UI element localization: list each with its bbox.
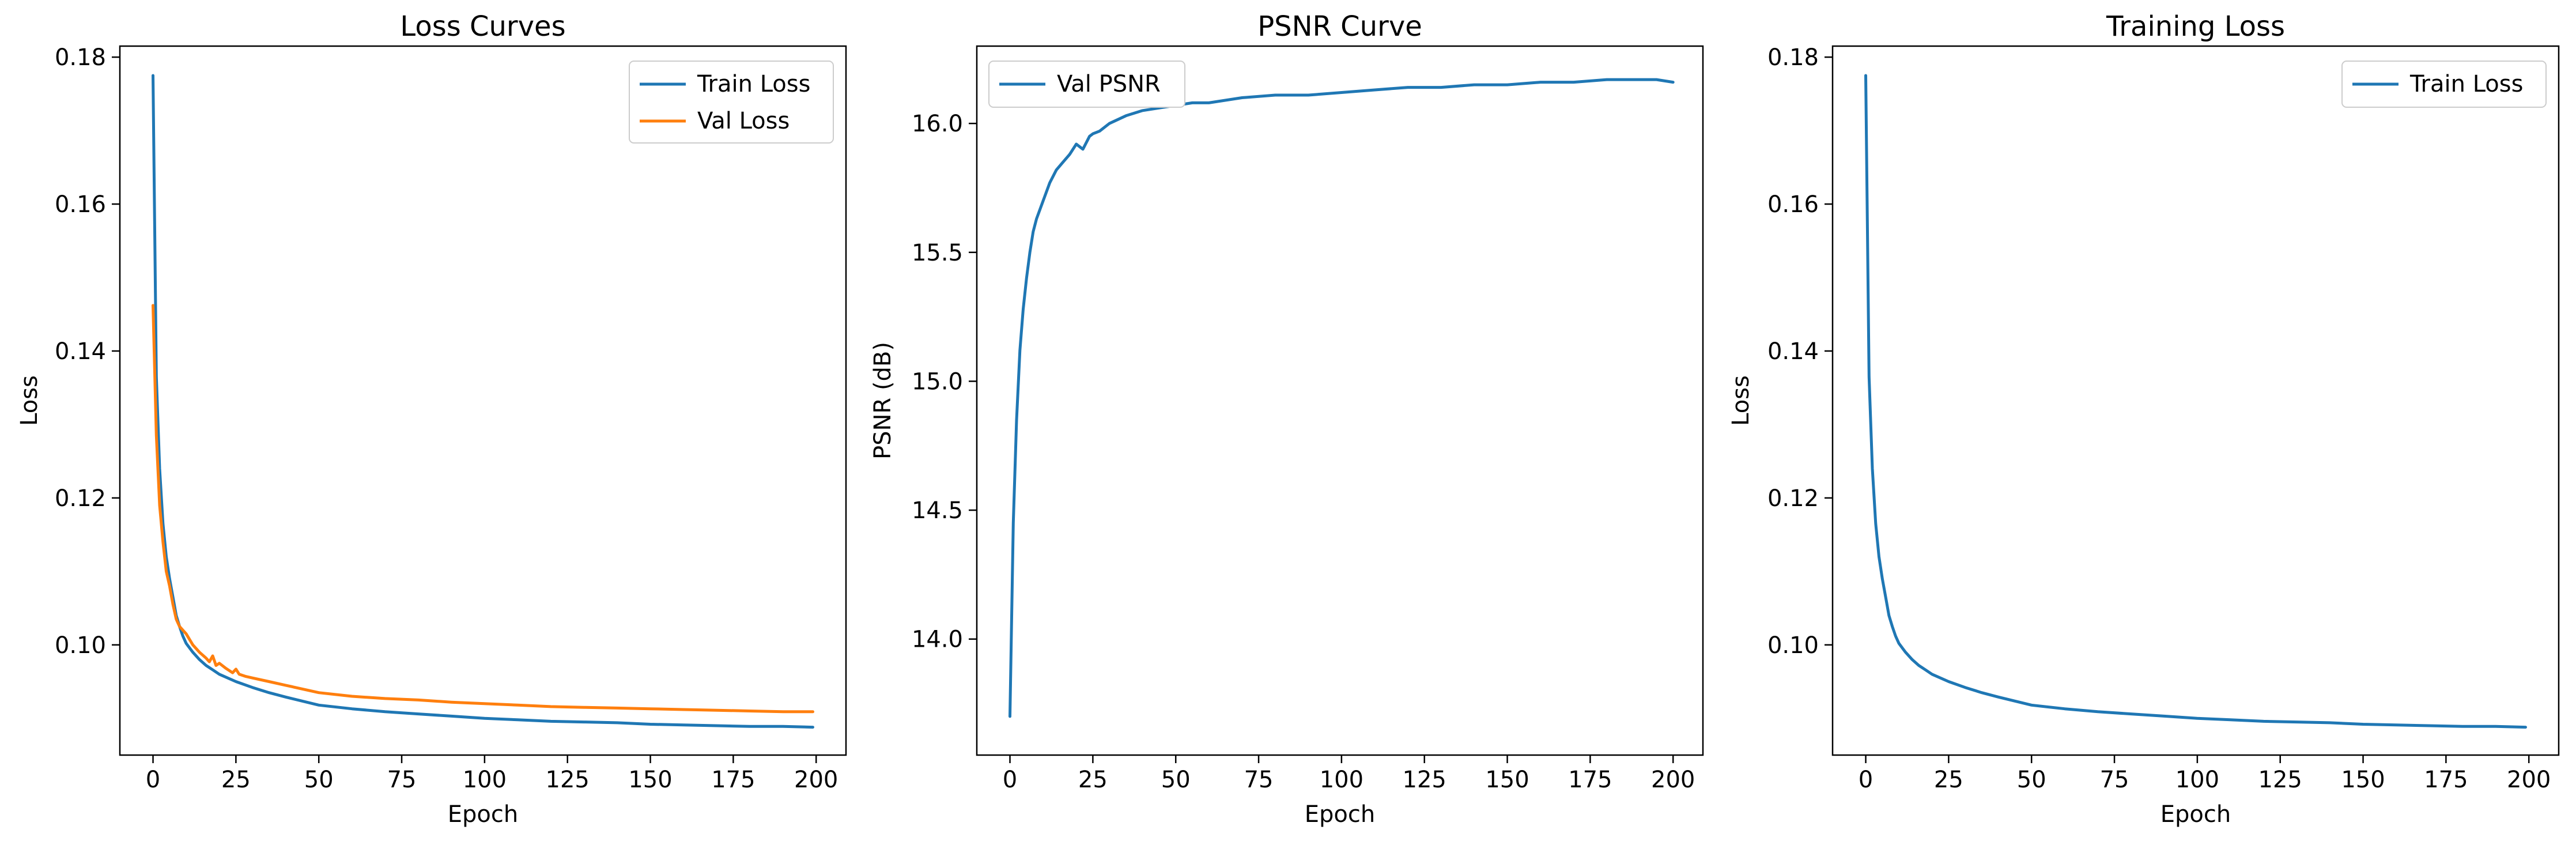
axes-frame	[976, 45, 1704, 756]
legend-label-train-loss: Train Loss	[2409, 71, 2523, 97]
x-tick-label: 0	[146, 767, 160, 793]
y-tick-label: 0.10	[1767, 632, 1819, 659]
x-tick-label: 175	[1568, 767, 1612, 793]
x-tick-label: 125	[1403, 767, 1446, 793]
x-tick-label: 150	[1485, 767, 1529, 793]
y-tick-label: 0.16	[1767, 191, 1819, 218]
x-tick-label: 175	[711, 767, 755, 793]
x-axis-label: Epoch	[448, 801, 518, 828]
legend-label-val-loss: Val Loss	[697, 108, 790, 134]
legend: Val PSNR	[988, 61, 1185, 108]
x-tick-label: 0	[1859, 767, 1873, 793]
series-line-val-loss	[152, 304, 814, 714]
y-tick-label: 0.14	[1767, 338, 1819, 365]
x-tick-label: 125	[546, 767, 590, 793]
panel-psnr-curve: PSNR Curve Epoch PSNR (dB) 0 25 50 75 100 125…	[870, 10, 1704, 828]
plot-lines	[1864, 74, 2527, 729]
x-axis-label: Epoch	[1305, 801, 1375, 828]
legend-frame	[988, 61, 1185, 108]
panel-training-loss: Training Loss Epoch Loss 0 25 50 75 100 125 15…	[1728, 10, 2560, 828]
x-tick-label: 75	[387, 767, 417, 793]
x-tick-label: 75	[2100, 767, 2129, 793]
x-tick-label: 50	[1161, 767, 1191, 793]
y-tick-label: 0.14	[55, 338, 106, 365]
y-tick-label: 0.18	[55, 44, 106, 71]
plot-lines	[1009, 78, 1675, 718]
axis-ticks: 0 25 50 75 100 125 150 175 200 14.0 14.5 15.0 15.5 16…	[912, 111, 1695, 793]
x-axis-label: Epoch	[2160, 801, 2231, 828]
x-tick-label: 200	[794, 767, 838, 793]
x-tick-label: 25	[1078, 767, 1108, 793]
x-tick-label: 100	[463, 767, 507, 793]
x-tick-label: 175	[2424, 767, 2468, 793]
plot-lines	[152, 74, 814, 729]
y-tick-label: 0.12	[55, 485, 106, 512]
x-tick-label: 50	[2017, 767, 2046, 793]
y-tick-label: 0.12	[1767, 485, 1819, 512]
x-tick-label: 200	[2507, 767, 2551, 793]
y-tick-label: 15.0	[912, 368, 963, 395]
chart-title: Training Loss	[2106, 10, 2285, 43]
axis-ticks: 0 25 50 75 100 125 150 175 200 0.10 0.12 0.14 0.16 0.…	[55, 44, 838, 793]
x-tick-label: 100	[1320, 767, 1363, 793]
y-tick-label: 0.16	[55, 191, 106, 218]
y-tick-label: 16.0	[912, 111, 963, 137]
y-axis-label: PSNR (dB)	[870, 342, 896, 459]
x-tick-label: 100	[2175, 767, 2219, 793]
x-tick-label: 200	[1651, 767, 1695, 793]
y-tick-label: 14.0	[912, 627, 963, 653]
y-tick-label: 0.18	[1767, 44, 1819, 71]
axes-frame	[1831, 45, 2560, 756]
x-tick-label: 150	[628, 767, 672, 793]
y-tick-label: 14.5	[912, 497, 963, 524]
legend-label-val-psnr: Val PSNR	[1057, 71, 1161, 97]
legend-label-train-loss: Train Loss	[697, 71, 810, 97]
x-tick-label: 75	[1244, 767, 1274, 793]
legend: Train Loss Val Loss	[629, 61, 834, 144]
y-axis-label: Loss	[16, 375, 43, 426]
series-line-val-psnr	[1009, 78, 1675, 718]
chart-title: Loss Curves	[400, 10, 565, 43]
axis-ticks: 0 25 50 75 100 125 150 175 200 0.10 0.12 0.14 0.16 0.…	[1767, 44, 2551, 793]
series-line-train-loss	[1864, 74, 2527, 729]
legend-frame	[2341, 61, 2547, 108]
legend: Train Loss	[2341, 61, 2547, 108]
axes-frame	[119, 45, 847, 756]
y-tick-label: 15.5	[912, 240, 963, 266]
x-tick-label: 125	[2258, 767, 2302, 793]
x-tick-label: 50	[304, 767, 334, 793]
x-tick-label: 25	[1934, 767, 1963, 793]
x-tick-label: 0	[1003, 767, 1017, 793]
y-axis-label: Loss	[1728, 375, 1754, 426]
x-tick-label: 25	[221, 767, 251, 793]
y-tick-label: 0.10	[55, 632, 106, 659]
chart-title: PSNR Curve	[1257, 10, 1422, 43]
x-tick-label: 150	[2341, 767, 2385, 793]
panel-loss-curves: Loss Curves Epoch Loss 0 25 50 75 100 125 150 1…	[16, 10, 847, 828]
